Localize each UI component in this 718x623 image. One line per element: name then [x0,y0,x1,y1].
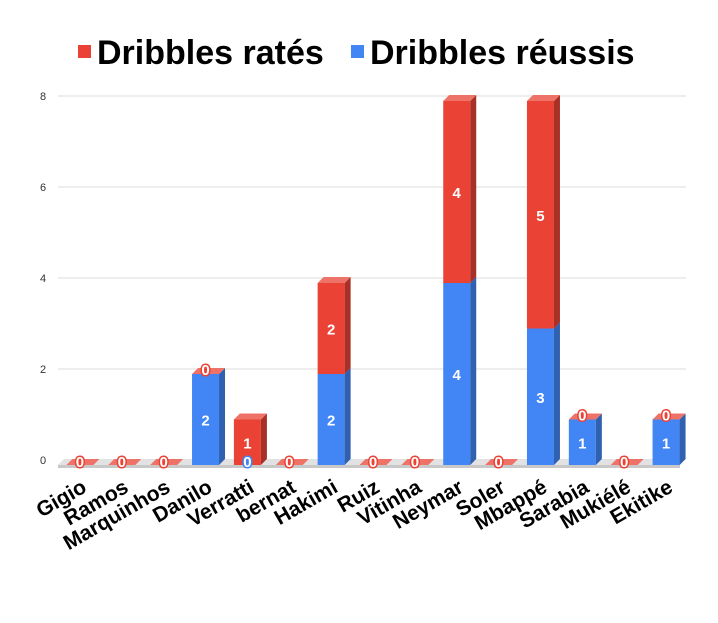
bar-segment-rates [233,413,267,465]
bar-top-face [192,368,226,374]
data-label: 0 [118,454,126,471]
data-label: 0 [243,454,251,471]
bar-top-face [233,413,267,420]
x-axis: GigioRamosMarquinhosDaniloVerrattibernat… [32,475,676,555]
data-label: 2 [201,413,209,430]
bar-top-face [610,459,644,465]
data-label: 0 [578,408,586,425]
data-label: 1 [662,435,670,452]
data-label: 1 [243,435,251,452]
data-label: 1 [578,435,586,452]
bar-top-face [526,95,560,101]
bar-segment-reussis [526,322,560,465]
bar-top-face [66,459,100,465]
bar-top-face [568,413,602,420]
data-label: 0 [76,454,84,471]
bar-segment-rates [443,95,477,283]
y-tick-label: 6 [40,182,46,194]
bar-segment-reussis [652,413,686,465]
data-label: 0 [201,362,209,379]
bar-top-face [317,277,351,283]
y-tick-label: 2 [40,364,46,376]
data-label: 3 [536,390,544,407]
data-label: 2 [327,413,335,430]
data-label: 5 [536,208,544,225]
data-label: 0 [494,454,502,471]
bar-top-face [443,95,477,101]
bar-top-face [652,413,686,420]
data-label: 2 [327,322,335,339]
bar-top-face [485,459,519,465]
data-label: 4 [453,367,462,384]
data-label: 0 [620,454,628,471]
bar-segment-reussis [568,413,602,465]
data-label: 0 [411,454,419,471]
legend: Dribbles ratés Dribbles réussis [78,34,635,72]
legend-label: Dribbles ratés [97,34,324,72]
data-label: 4 [453,185,462,202]
floor-edge [58,465,680,468]
data-label: 0 [159,454,167,471]
bar-segment-rates [526,95,560,329]
bars [66,95,686,465]
y-tick-label: 4 [40,273,46,285]
bar-segment-reussis [317,368,351,465]
legend-label: Dribbles réussis [370,34,635,72]
bar-segment-reussis [443,277,477,465]
y-tick-label: 0 [40,455,46,467]
data-labels: 0 0 0 2 0 1 0 0 2 2 0 0 4 4 0 3 5 1 0 0 1 0 [74,185,671,473]
bar-top-face [108,459,142,465]
y-tick-label: 8 [40,91,46,103]
data-label: 0 [369,454,377,471]
bar-segment-rates [317,277,351,374]
legend-swatch [78,45,91,58]
data-label: 0 [662,408,670,425]
bar-top-face [359,459,393,465]
bar-top-face [401,459,435,465]
bar-top-face [150,459,184,465]
data-label: 0 [285,454,293,471]
bar-segment-reussis [192,368,226,465]
y-axis: 0 2 4 6 8 [40,91,46,467]
legend-swatch [351,45,364,58]
gridlines [58,95,686,370]
bar-top-face [275,459,309,465]
